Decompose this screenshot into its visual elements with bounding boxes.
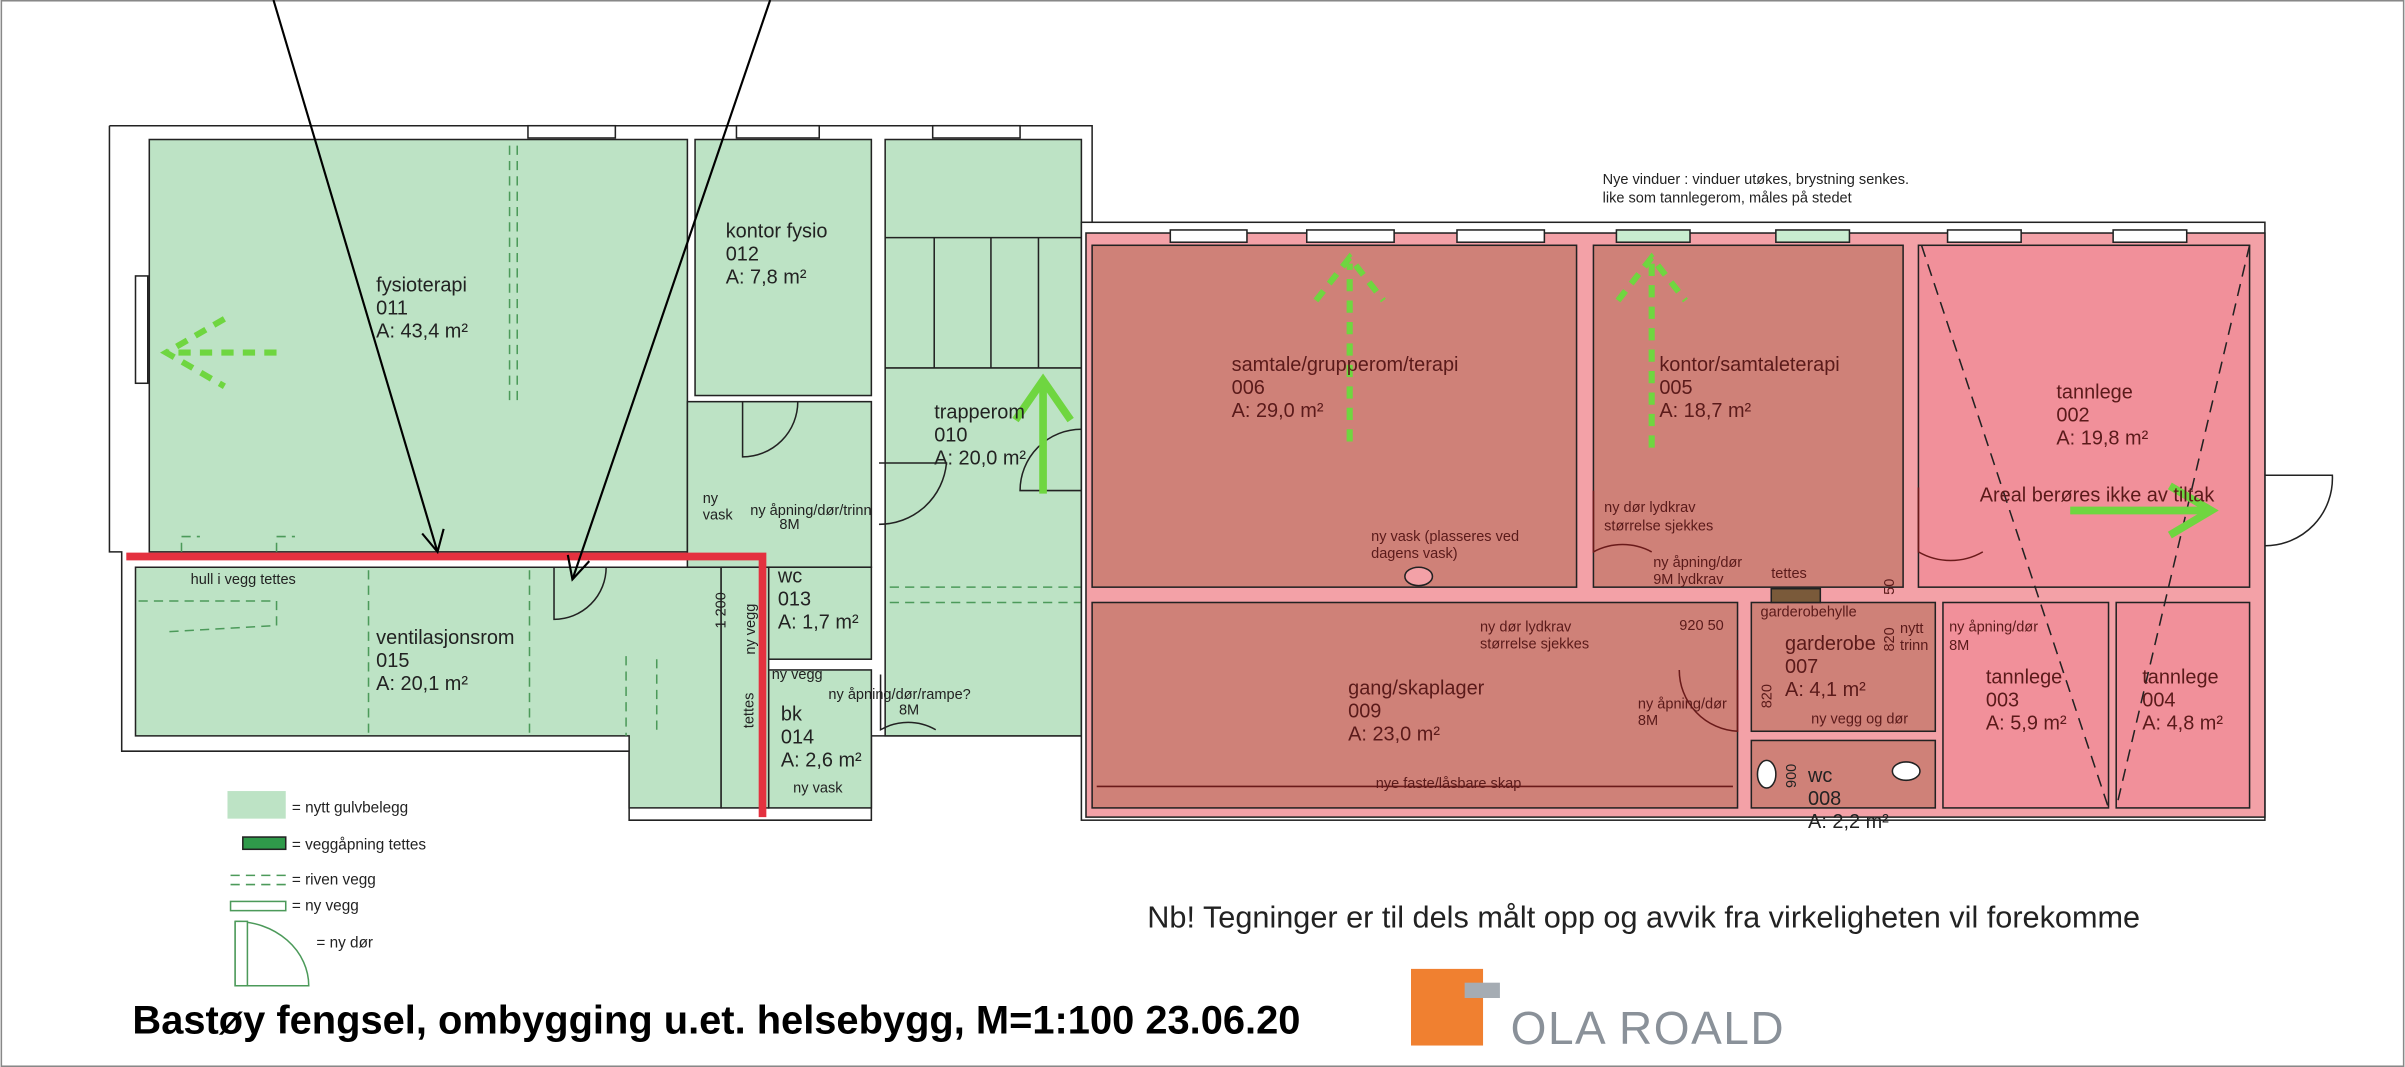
room-number: 011 bbox=[376, 297, 408, 319]
room-number: 004 bbox=[2142, 690, 2175, 712]
legend-label: = nytt gulvbelegg bbox=[292, 800, 408, 817]
annotation: ny vegg bbox=[743, 604, 759, 655]
room-number: 007 bbox=[1785, 656, 1818, 678]
annotation: trinn bbox=[1900, 638, 1928, 654]
room-name: bk bbox=[781, 704, 802, 726]
annotation: ny vask (plasseres ved bbox=[1371, 529, 1519, 545]
annotation: ny åpning/dør bbox=[1638, 696, 1727, 712]
annotation: ny bbox=[703, 491, 719, 507]
room-area: A: 4,1 m² bbox=[1785, 679, 1866, 701]
room-name: wc bbox=[1807, 765, 1832, 787]
floor-plan: fysioterapi011A: 43,4 m²kontor fysio012A… bbox=[0, 0, 2405, 1067]
annotation: 820 bbox=[1759, 684, 1775, 708]
annotation: tettes bbox=[1771, 566, 1807, 582]
room-area: A: 1,7 m² bbox=[778, 612, 859, 634]
annotation: ny vegg bbox=[772, 667, 823, 683]
annotation: tettes bbox=[741, 693, 757, 729]
room-area: A: 7,8 m² bbox=[726, 267, 807, 289]
room-number: 009 bbox=[1348, 700, 1381, 722]
annotation: 50 bbox=[1882, 579, 1898, 595]
annotation: størrelse sjekkes bbox=[1604, 518, 1713, 534]
annotation: ny vegg og dør bbox=[1811, 712, 1908, 728]
room-area: A: 43,4 m² bbox=[376, 320, 468, 342]
room-area: A: 2,2 m² bbox=[1808, 811, 1889, 833]
annotation: ny åpning/dør bbox=[1949, 620, 2038, 636]
annotation: 820 bbox=[1882, 627, 1898, 651]
annotation: ny åpning/dør/rampe? bbox=[828, 687, 970, 703]
legend-label: = ny dør bbox=[316, 934, 373, 951]
room-name: fysioterapi bbox=[376, 274, 467, 296]
room-name: tannlege bbox=[1986, 667, 2062, 689]
room-area: A: 23,0 m² bbox=[1348, 723, 1440, 745]
annotation: ny dør lydkrav bbox=[1604, 500, 1696, 516]
room-name: samtale/grupperom/terapi bbox=[1232, 354, 1459, 376]
room-name: trapperom bbox=[934, 402, 1025, 424]
annotation: 1 200 bbox=[714, 592, 730, 628]
room-area: A: 2,6 m² bbox=[781, 750, 862, 772]
room-number: 002 bbox=[2056, 405, 2089, 427]
room-name: kontor fysio bbox=[726, 221, 828, 243]
annotation: Areal berøres ikke av tiltak bbox=[1980, 484, 2215, 506]
annotation: hull i vegg tettes bbox=[191, 572, 296, 588]
room-name: garderobe bbox=[1785, 633, 1876, 655]
room-name: tannlege bbox=[2142, 667, 2218, 689]
annotation: dagens vask) bbox=[1371, 546, 1458, 562]
room-area: A: 5,9 m² bbox=[1986, 713, 2067, 735]
annotation: nye faste/låsbare skap bbox=[1376, 776, 1522, 792]
annotation: ny åpning/dør/trinn bbox=[750, 503, 871, 519]
annotation: 900 bbox=[1784, 764, 1800, 788]
room-number: 005 bbox=[1659, 377, 1692, 399]
annotation: 8M bbox=[1949, 638, 1969, 654]
room-number: 012 bbox=[726, 244, 759, 266]
room-number: 003 bbox=[1986, 690, 2019, 712]
room-area: A: 20,0 m² bbox=[934, 448, 1026, 470]
annotation: Nye vinduer : vinduer utøkes, brystning … bbox=[1603, 172, 1909, 188]
page: {"header":{"title":"Bastøy fengsel, omby… bbox=[0, 0, 2405, 1067]
annotation: 8M bbox=[1638, 713, 1658, 729]
legend-label: = ny vegg bbox=[292, 898, 359, 915]
annotation: vask bbox=[703, 508, 734, 524]
room-name: gang/skaplager bbox=[1348, 677, 1484, 699]
room-name: kontor/samtaleterapi bbox=[1659, 354, 1839, 376]
annotation: 920 50 bbox=[1679, 618, 1724, 634]
drawing-title: Bastøy fengsel, ombygging u.et. helsebyg… bbox=[132, 998, 1300, 1042]
room-number: 008 bbox=[1808, 788, 1841, 810]
annotation: garderobehylle bbox=[1761, 604, 1857, 620]
annotation: 8M bbox=[779, 517, 799, 533]
room-area: A: 29,0 m² bbox=[1232, 400, 1324, 422]
room-area: A: 19,8 m² bbox=[2056, 428, 2148, 450]
room-number: 014 bbox=[781, 727, 814, 749]
annotation: nytt bbox=[1900, 621, 1923, 637]
legend-label: = riven vegg bbox=[292, 872, 376, 889]
annotation: 9M lydkrav bbox=[1653, 572, 1724, 588]
annotation: størrelse sjekkes bbox=[1480, 636, 1589, 652]
room-number: 010 bbox=[934, 425, 967, 447]
logo-text: OLA ROALD bbox=[1511, 1002, 1785, 1054]
annotation: ny åpning/dør bbox=[1653, 555, 1742, 571]
annotation: ny vask bbox=[793, 781, 843, 797]
left-wing bbox=[109, 126, 1092, 820]
room-name: tannlege bbox=[2056, 382, 2132, 404]
legend-label: = veggåpning tettes bbox=[292, 836, 427, 853]
logo-mark bbox=[1465, 983, 1500, 998]
room-number: 015 bbox=[376, 650, 409, 672]
room-area: A: 4,8 m² bbox=[2142, 713, 2223, 735]
logo-mark bbox=[1411, 969, 1483, 1046]
room-area: A: 18,7 m² bbox=[1659, 400, 1751, 422]
annotation: ny dør lydkrav bbox=[1480, 620, 1572, 636]
room-number: 013 bbox=[778, 589, 811, 611]
room-name: wc bbox=[777, 566, 802, 588]
annotation: like som tannlegerom, måles på stedet bbox=[1603, 190, 1852, 206]
room-area: A: 20,1 m² bbox=[376, 673, 468, 695]
room-number: 006 bbox=[1232, 377, 1265, 399]
annotation: 8M bbox=[899, 702, 919, 718]
disclaimer: Nb! Tegninger er til dels målt opp og av… bbox=[1147, 900, 2140, 934]
room-name: ventilasjonsrom bbox=[376, 627, 514, 649]
